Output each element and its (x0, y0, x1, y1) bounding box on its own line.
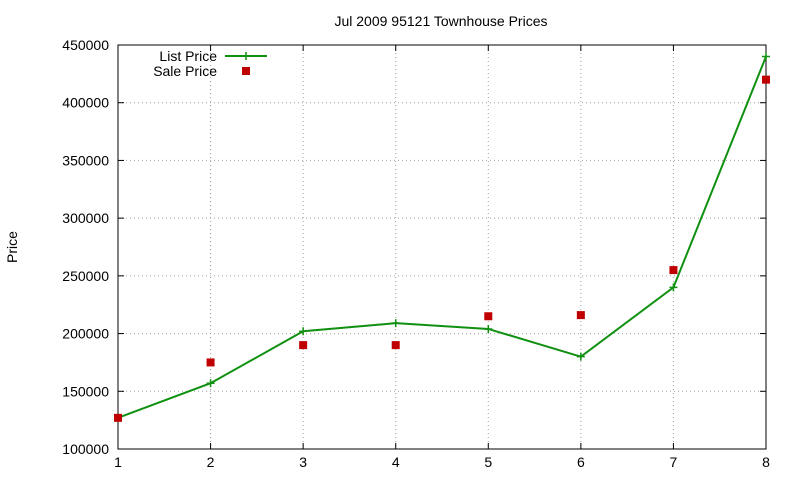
x-tick-label: 7 (670, 454, 678, 470)
y-tick-label: 200000 (62, 326, 109, 342)
legend-swatch-sale-price-marker (242, 67, 250, 75)
sale-price-point (299, 341, 308, 350)
y-tick-label: 450000 (62, 37, 109, 53)
sale-price-point (114, 413, 122, 422)
legend-swatches (225, 52, 267, 75)
grid-layer (118, 45, 766, 449)
list-price-point (576, 352, 585, 361)
legend-swatch-list-price-marker (242, 52, 250, 60)
sale-price-point (206, 358, 215, 367)
y-tick-label: 150000 (62, 383, 109, 399)
sale-price-point (484, 312, 493, 321)
list-price-point (484, 324, 493, 333)
sale-price-point (391, 341, 400, 350)
x-tick-label: 1 (114, 454, 122, 470)
ticks-layer: 100000 150000 200000 250000 300000 350000 4000… (62, 37, 770, 470)
x-tick-label: 4 (392, 454, 400, 470)
plot-frame (117, 44, 767, 450)
legend-label-list-price: List Price (159, 48, 217, 64)
sale-price-point (669, 266, 678, 275)
x-tick-label: 5 (484, 454, 492, 470)
y-tick-label: 400000 (62, 95, 109, 111)
list-price-point (299, 327, 308, 336)
sale-price-point (576, 311, 585, 320)
x-tick-label: 8 (762, 454, 770, 470)
list-price-point (391, 319, 400, 328)
y-tick-label: 100000 (62, 441, 109, 457)
list-price-point (206, 379, 215, 388)
chart-title: Jul 2009 95121 Townhouse Prices (334, 13, 547, 29)
legend: List Price Sale Price (153, 48, 267, 79)
list-price-point (669, 283, 678, 292)
x-tick-label: 6 (577, 454, 585, 470)
y-axis-label: Price (4, 231, 20, 263)
sale-price-point (762, 75, 770, 84)
list-price-point (762, 52, 770, 61)
list-price-line (117, 56, 767, 419)
legend-label-sale-price: Sale Price (153, 63, 217, 79)
y-tick-label: 250000 (62, 268, 109, 284)
x-tick-label: 3 (299, 454, 307, 470)
y-tick-label: 300000 (62, 210, 109, 226)
x-tick-label: 2 (207, 454, 215, 470)
series-layer (114, 52, 770, 422)
y-tick-label: 350000 (62, 152, 109, 168)
